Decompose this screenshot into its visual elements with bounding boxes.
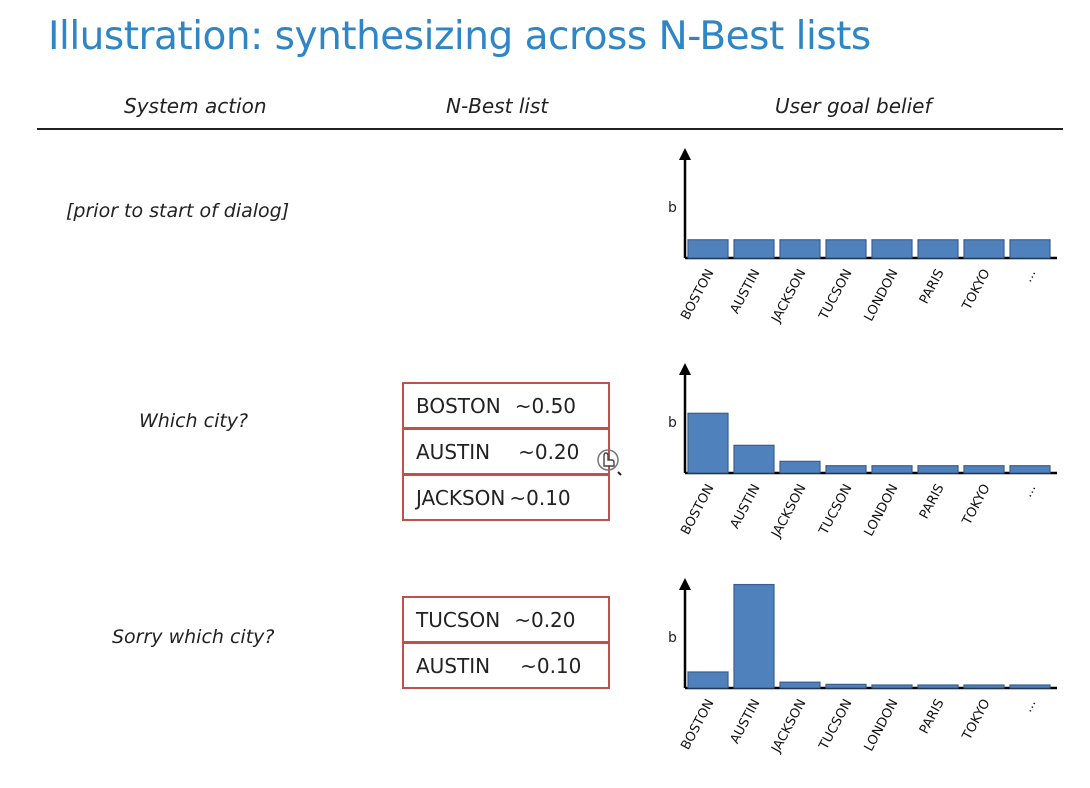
tick-label: PARIS — [917, 482, 948, 522]
row-3-action: Sorry which city? — [112, 626, 275, 648]
tick-label: AUSTIN — [728, 482, 764, 532]
bar-austin — [733, 444, 775, 474]
row-2-action: Which city? — [139, 410, 249, 432]
bar- — [1009, 684, 1051, 689]
y-axis-label: b — [668, 200, 677, 216]
y-axis-arrow-icon — [679, 148, 691, 160]
bar-london — [871, 239, 913, 259]
bar-austin — [733, 239, 775, 259]
tick-label: TOKYO — [959, 267, 993, 314]
nbest-city: AUSTIN — [416, 439, 491, 464]
bar-paris — [917, 465, 959, 474]
tick-label: BOSTON — [678, 267, 717, 323]
nbest-list-2: BOSTON ~0.50 AUSTIN ~0.20 JACKSON ~0.10 — [402, 382, 610, 521]
slide-title: Illustration: synthesizing across N-Best… — [48, 14, 871, 59]
y-axis-arrow-icon — [679, 578, 691, 590]
tick-label: AUSTIN — [728, 267, 764, 317]
bar- — [1009, 239, 1051, 259]
tick-label: TUCSON — [816, 482, 855, 538]
belief-chart-3: b BOSTON AUSTIN JACKSON TUCSON LONDON PARIS TOK… — [640, 570, 1080, 784]
bar-tucson — [825, 683, 867, 689]
bar-jackson — [779, 681, 821, 689]
tick-label: TUCSON — [816, 697, 855, 753]
belief-chart-3-svg: b BOSTON AUSTIN JACKSON TUCSON LONDON PARIS TOK… — [668, 578, 1057, 756]
bar-tokyo — [963, 465, 1005, 474]
y-axis-label: b — [668, 630, 677, 646]
tick-label: ... — [1020, 482, 1039, 500]
header-divider — [37, 128, 1063, 130]
bar-tucson — [825, 239, 867, 259]
nbest-item: AUSTIN ~0.10 — [402, 642, 610, 689]
belief-chart-2-svg: b BOSTON AUSTIN JACKSON TUCSON LONDON PARIS TOK… — [668, 363, 1057, 541]
bar-london — [871, 684, 913, 689]
nbest-city: TUCSON — [416, 607, 501, 632]
tick-label: AUSTIN — [728, 697, 764, 747]
bar-london — [871, 465, 913, 474]
tick-label: PARIS — [917, 697, 948, 737]
bar-tucson — [825, 465, 867, 474]
nbest-city: BOSTON — [416, 393, 501, 418]
nbest-score: ~0.10 — [509, 485, 571, 510]
tick-label: ... — [1020, 267, 1039, 285]
bar-paris — [917, 684, 959, 689]
bar-austin — [733, 583, 775, 689]
nbest-item: TUCSON ~0.20 — [402, 596, 610, 643]
tick-label: BOSTON — [678, 482, 717, 538]
bar-boston — [687, 412, 729, 474]
tick-label: TOKYO — [959, 482, 993, 529]
nbest-city: AUSTIN — [416, 653, 491, 678]
bar-tokyo — [963, 239, 1005, 259]
tick-label: TUCSON — [816, 267, 855, 323]
bar-boston — [687, 239, 729, 259]
tick-label: ... — [1020, 697, 1039, 715]
nbest-score: ~0.50 — [514, 393, 577, 418]
tick-label: TOKYO — [959, 697, 993, 744]
bar-boston — [687, 671, 729, 689]
belief-chart-1-svg: b BOSTON AUSTIN JACKSON TUCSON LONDON PARIS TOK… — [668, 148, 1057, 326]
header-system-action: System action — [124, 94, 267, 118]
bar- — [1009, 465, 1051, 474]
bar-paris — [917, 239, 959, 259]
y-axis-arrow-icon — [679, 363, 691, 375]
tick-label: JACKSON — [769, 267, 810, 326]
bar-jackson — [779, 239, 821, 259]
tick-label: BOSTON — [678, 697, 717, 753]
belief-chart-1: b BOSTON AUSTIN JACKSON TUCSON LONDON PARIS TOK… — [640, 140, 1080, 354]
tick-label: JACKSON — [769, 482, 810, 541]
nbest-list-3: TUCSON ~0.20 AUSTIN ~0.10 — [402, 596, 610, 689]
bar-tokyo — [963, 684, 1005, 689]
tick-label: LONDON — [862, 482, 902, 539]
nbest-score: ~0.20 — [518, 439, 580, 464]
header-nbest-list: N-Best list — [446, 94, 549, 118]
nbest-city: JACKSON — [416, 485, 506, 510]
y-axis-label: b — [668, 415, 677, 431]
tick-label: LONDON — [862, 697, 902, 754]
nbest-score: ~0.10 — [520, 653, 582, 678]
tick-label: JACKSON — [769, 697, 810, 756]
nbest-item: AUSTIN ~0.20 — [402, 428, 610, 475]
nbest-item: JACKSON ~0.10 — [402, 474, 610, 521]
belief-chart-2: b BOSTON AUSTIN JACKSON TUCSON LONDON PARIS TOK… — [640, 355, 1080, 569]
nbest-item: BOSTON ~0.50 — [402, 382, 610, 429]
row-1-action: [prior to start of dialog] — [66, 200, 290, 222]
header-user-goal-belief: User goal belief — [775, 94, 932, 118]
tick-label: PARIS — [917, 267, 948, 307]
tick-label: LONDON — [862, 267, 902, 324]
bar-jackson — [779, 460, 821, 474]
hand-cursor-icon — [594, 444, 626, 480]
nbest-score: ~0.20 — [514, 607, 576, 632]
